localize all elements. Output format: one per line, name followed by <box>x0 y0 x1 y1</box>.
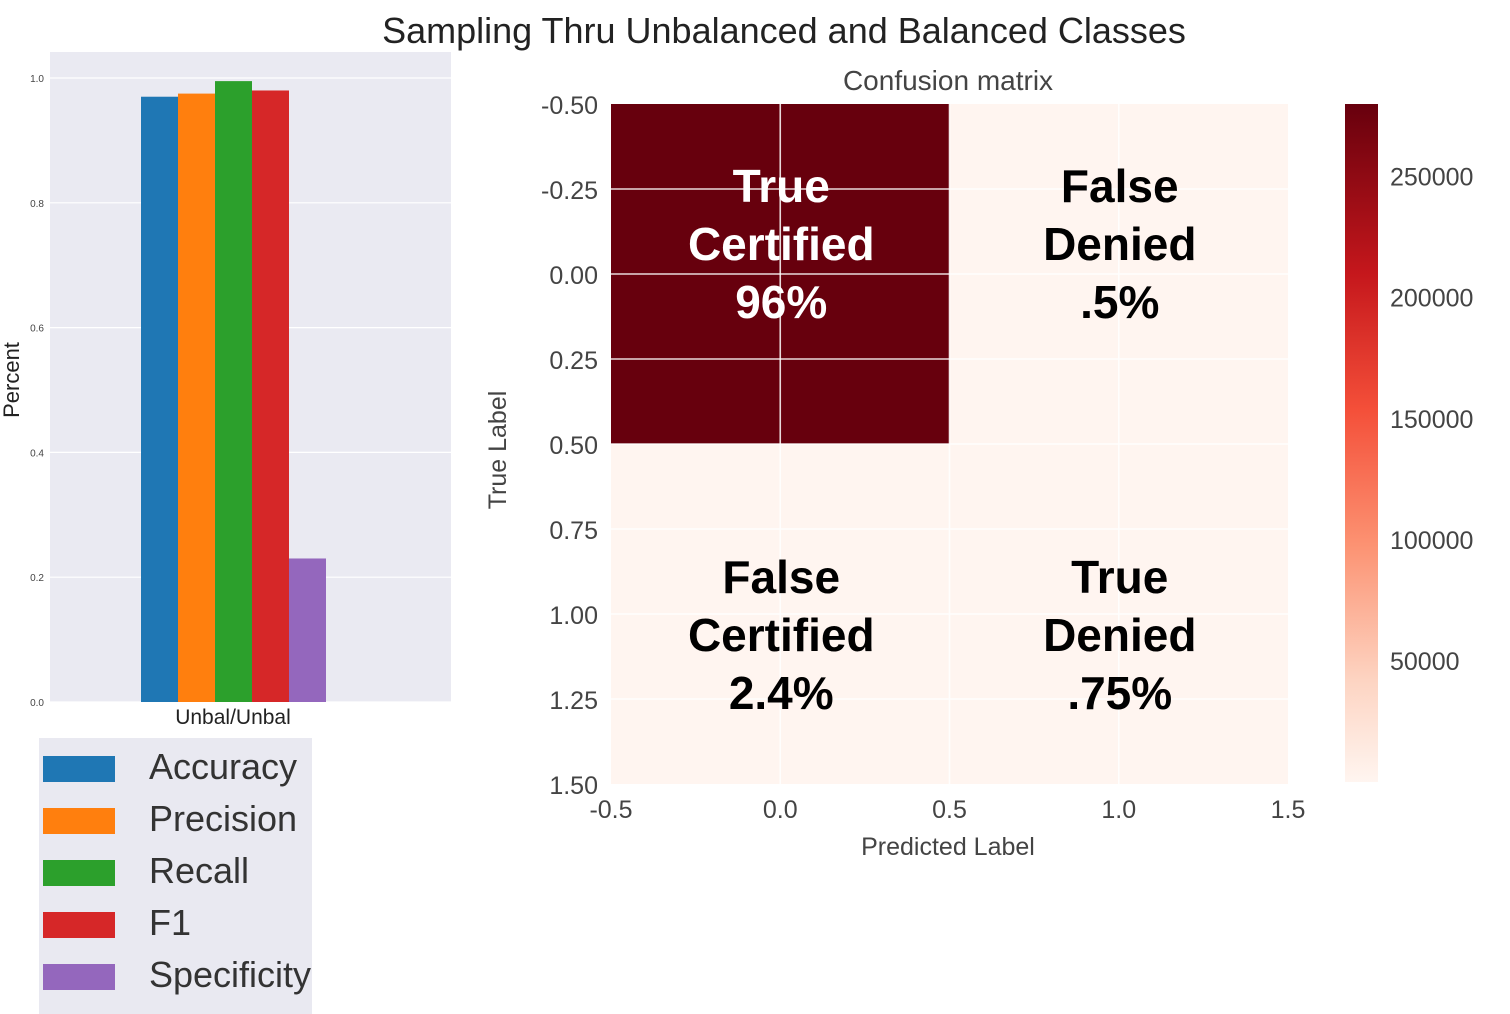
legend-swatch <box>43 860 115 886</box>
bar-accuracy <box>141 96 178 703</box>
legend-item-recall: Recall <box>43 846 313 898</box>
y-tick-label: 0.2 <box>30 573 44 584</box>
colorbar-tick-label: 100000 <box>1390 527 1473 555</box>
legend-swatch <box>43 808 115 834</box>
bar-recall <box>215 81 252 703</box>
cell-annotation: Denied <box>1043 609 1196 661</box>
legend-label: F1 <box>149 902 192 943</box>
colorbar-tick-label: 250000 <box>1390 164 1473 192</box>
heatmap-x-tick-label: -0.5 <box>589 796 632 824</box>
legend-label: Recall <box>149 850 250 891</box>
y-axis-label: Percent <box>0 342 24 418</box>
heatmap-y-tick-label: 0.25 <box>549 347 598 375</box>
bar-f1 <box>252 90 289 703</box>
heatmap-y-tick-label: 1.50 <box>549 772 598 800</box>
heatmap-y-tick-label: 0.00 <box>549 262 598 290</box>
metrics-legend: Accuracy Precision Recall F1 Specificity <box>39 738 312 1014</box>
bar-specificity <box>289 558 326 702</box>
cell-annotation: 2.4% <box>729 667 834 719</box>
legend-label: Specificity <box>149 954 312 995</box>
cell-annotation: False <box>1061 160 1179 212</box>
colorbar-tick-label: 150000 <box>1390 406 1473 434</box>
heatmap-x-tick-label: 0.0 <box>763 796 798 824</box>
heatmap-y-tick-label: -0.25 <box>541 177 598 205</box>
x-tick-label: Unbal/Unbal <box>175 706 291 729</box>
heatmap-x-tick-label: 0.5 <box>932 796 967 824</box>
legend-swatch <box>43 964 115 990</box>
y-tick-label: 0.8 <box>30 199 44 210</box>
colorbar-tick-label: 50000 <box>1390 648 1460 676</box>
y-tick-label: 0.4 <box>30 448 44 459</box>
colorbar-tick-label: 200000 <box>1390 285 1473 313</box>
confusion-matrix-chart: Confusion matrix True Certified 96% False Den… <box>452 57 1495 875</box>
legend-swatch <box>43 756 115 782</box>
heatmap-y-tick-label: 0.50 <box>549 432 598 460</box>
heatmap-x-axis-label: Predicted Label <box>861 833 1035 861</box>
heatmap-y-tick-label: -0.50 <box>541 92 598 120</box>
cell-annotation: True <box>733 160 830 212</box>
heatmap-y-tick-label: 0.75 <box>549 517 598 545</box>
bar-precision <box>178 93 215 703</box>
cell-annotation: True <box>1071 551 1168 603</box>
cell-annotation: False <box>722 551 840 603</box>
metrics-bar-chart: 0.0 0.2 0.4 0.6 0.8 1.0 Unbal/Unbal Percent <box>0 52 451 729</box>
heatmap-y-tick-label: 1.00 <box>549 602 598 630</box>
cell-annotation: 96% <box>735 276 827 328</box>
cell-annotation: Certified <box>688 218 875 270</box>
cell-annotation: .75% <box>1067 667 1172 719</box>
heatmap-y-axis-label: True Label <box>484 391 512 510</box>
colorbar <box>1345 104 1378 782</box>
legend-item-f1: F1 <box>43 898 313 950</box>
cell-annotation: .5% <box>1080 276 1159 328</box>
legend-item-specificity: Specificity <box>43 950 313 1002</box>
y-tick-label: 0.0 <box>30 698 44 709</box>
y-tick-label: 0.6 <box>30 324 44 335</box>
legend-label: Accuracy <box>149 746 298 787</box>
legend-swatch <box>43 912 115 938</box>
heatmap-x-tick-label: 1.0 <box>1101 796 1136 824</box>
heatmap-y-tick-label: 1.25 <box>549 687 598 715</box>
y-tick-label: 1.0 <box>30 74 44 85</box>
legend-item-precision: Precision <box>43 794 313 846</box>
figure-title: Sampling Thru Unbalanced and Balanced Cl… <box>382 10 1186 51</box>
legend-label: Precision <box>149 798 298 839</box>
heatmap-x-tick-label: 1.5 <box>1271 796 1306 824</box>
heatmap-title: Confusion matrix <box>843 65 1053 96</box>
cell-annotation: Denied <box>1043 218 1196 270</box>
cell-annotation: Certified <box>688 609 875 661</box>
legend-item-accuracy: Accuracy <box>43 742 313 794</box>
